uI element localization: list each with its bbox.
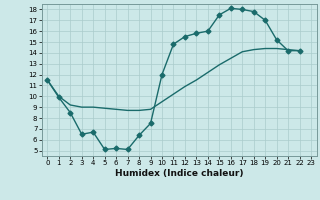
X-axis label: Humidex (Indice chaleur): Humidex (Indice chaleur)	[115, 169, 244, 178]
